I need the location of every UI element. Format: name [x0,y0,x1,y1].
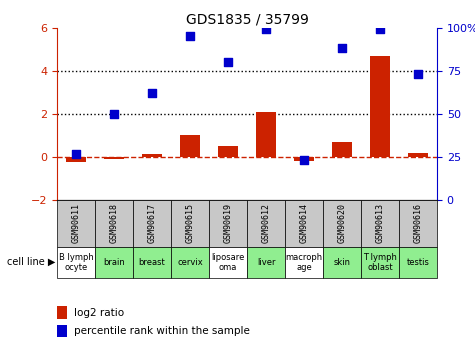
Point [338,46,346,51]
Bar [180,135,200,157]
Text: percentile rank within the sample: percentile rank within the sample [74,326,250,336]
Bar [361,200,399,247]
Text: GSM90611: GSM90611 [72,204,80,243]
Bar [57,247,95,278]
Bar [294,157,314,161]
Bar [332,142,352,157]
Text: GSM90618: GSM90618 [110,204,118,243]
Bar [247,200,285,247]
Point [224,59,232,65]
Text: GSM90613: GSM90613 [376,204,384,243]
Title: GDS1835 / 35799: GDS1835 / 35799 [186,12,308,27]
Point [72,151,80,156]
Bar [95,247,133,278]
Text: GSM90619: GSM90619 [224,204,232,243]
Bar [171,200,209,247]
Bar [399,200,437,247]
Bar [370,56,390,157]
Text: log2 ratio: log2 ratio [74,308,124,317]
Text: GSM90615: GSM90615 [186,204,194,243]
Bar [218,146,238,157]
Bar [66,157,86,162]
Bar [247,247,285,278]
Point [300,158,308,163]
Point [148,90,156,96]
Bar [57,325,67,337]
Text: GSM90612: GSM90612 [262,204,270,243]
Bar [209,247,247,278]
Point [376,27,384,32]
Text: GSM90614: GSM90614 [300,204,308,243]
Text: cell line ▶: cell line ▶ [7,257,55,267]
Text: liposare
oma: liposare oma [211,253,245,272]
Bar [209,200,247,247]
Text: macroph
age: macroph age [285,253,323,272]
Text: breast: breast [139,258,165,267]
Point [414,71,422,77]
Text: skin: skin [333,258,351,267]
Bar [256,112,276,157]
Text: T lymph
oblast: T lymph oblast [363,253,397,272]
Bar [95,200,133,247]
Bar [57,200,95,247]
Text: GSM90617: GSM90617 [148,204,156,243]
Bar [104,157,124,159]
Bar [133,247,171,278]
Bar [361,247,399,278]
Text: liver: liver [257,258,275,267]
Text: testis: testis [407,258,429,267]
Text: cervix: cervix [177,258,203,267]
Bar [323,200,361,247]
Text: brain: brain [103,258,125,267]
Bar [408,152,428,157]
Text: B lymph
ocyte: B lymph ocyte [58,253,94,272]
Bar [57,306,67,319]
Bar [285,247,323,278]
Point [186,33,194,39]
Text: GSM90616: GSM90616 [414,204,422,243]
Text: GSM90620: GSM90620 [338,204,346,243]
Point [110,111,118,117]
Bar [285,200,323,247]
Bar [171,247,209,278]
Bar [399,247,437,278]
Point [262,27,270,32]
Bar [133,200,171,247]
Bar [142,154,162,157]
Bar [323,247,361,278]
